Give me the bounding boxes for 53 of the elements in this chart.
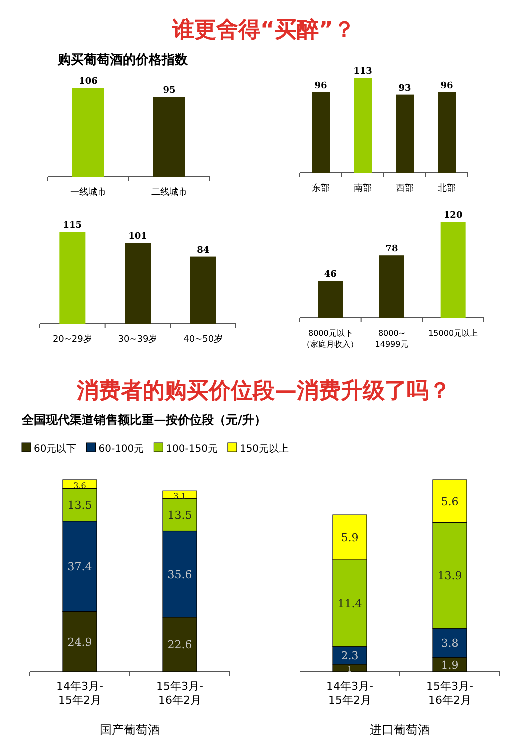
- data-label: 1.9: [441, 658, 459, 672]
- data-label: 46: [324, 270, 337, 280]
- data-label: 96: [440, 81, 454, 92]
- chart-title: 全国现代渠道销售额比重—按价位段（元/升）: [21, 413, 266, 427]
- data-label: 24.9: [68, 636, 92, 649]
- data-label: 35.6: [168, 568, 192, 582]
- chart-title: 购买葡萄酒的价格指数: [57, 52, 189, 68]
- data-label: 5.9: [341, 532, 359, 545]
- data-label: 22.6: [168, 638, 192, 652]
- data-label: 37.4: [68, 560, 92, 574]
- legend-label: 100-150元: [166, 444, 218, 455]
- data-label: 96: [314, 81, 328, 92]
- data-label: 84: [197, 246, 210, 256]
- data-label: 106: [79, 77, 98, 87]
- x-tick-label: 一线城市: [70, 187, 106, 198]
- legend-label: 60元以下: [34, 443, 77, 455]
- x-tick-label: 二线城市: [152, 187, 188, 198]
- data-label: 13.5: [68, 499, 92, 512]
- x-tick-label: 西部: [396, 183, 414, 194]
- data-label: 101: [128, 232, 148, 242]
- data-label: 2.3: [341, 650, 359, 663]
- legend-label: 60-100元: [98, 444, 144, 455]
- x-tick-label: 30~39岁: [118, 334, 158, 345]
- data-label: 5.6: [441, 495, 459, 508]
- x-tick-label: 东部: [312, 183, 330, 194]
- data-label: 113: [354, 67, 372, 77]
- x-tick-label: 北部: [438, 183, 456, 194]
- data-label: 13.9: [438, 570, 462, 583]
- text: 消费者的购买价位段—消费升级了吗？: [76, 379, 451, 404]
- x-tick-label: 14年3月-15年2月: [326, 680, 374, 707]
- data-label: 115: [63, 221, 82, 231]
- data-label: 1: [347, 665, 353, 674]
- x-axis-title: 国产葡萄酒: [100, 723, 160, 737]
- x-tick-label: 15年3月-16年2月: [426, 680, 474, 707]
- x-tick-label: 8000~14999元: [375, 329, 409, 349]
- data-label: 13.5: [168, 508, 192, 522]
- x-tick-label: 15000元以上: [428, 329, 478, 338]
- x-tick-label: 20~29岁: [52, 334, 92, 345]
- legend-label: 150元以上: [240, 443, 290, 455]
- data-label: 11.4: [338, 597, 362, 610]
- x-axis-title: 进口葡萄酒: [370, 723, 430, 737]
- data-label: 93: [398, 84, 412, 94]
- data-label: 78: [386, 244, 398, 255]
- x-tick-label: 15年3月-16年2月: [156, 680, 204, 707]
- data-label: 3.6: [74, 481, 86, 490]
- data-label: 95: [163, 86, 176, 96]
- x-tick-label: 南部: [354, 183, 372, 194]
- x-tick-label: 14年3月-15年2月: [56, 680, 104, 707]
- data-label: 120: [444, 211, 463, 221]
- text: 谁更舍得“买醉”？: [172, 17, 356, 43]
- x-tick-label: 40~50岁: [184, 334, 224, 345]
- data-label: 3.8: [441, 637, 459, 650]
- x-tick-label: 8000元以下（家庭月收入）: [302, 329, 359, 349]
